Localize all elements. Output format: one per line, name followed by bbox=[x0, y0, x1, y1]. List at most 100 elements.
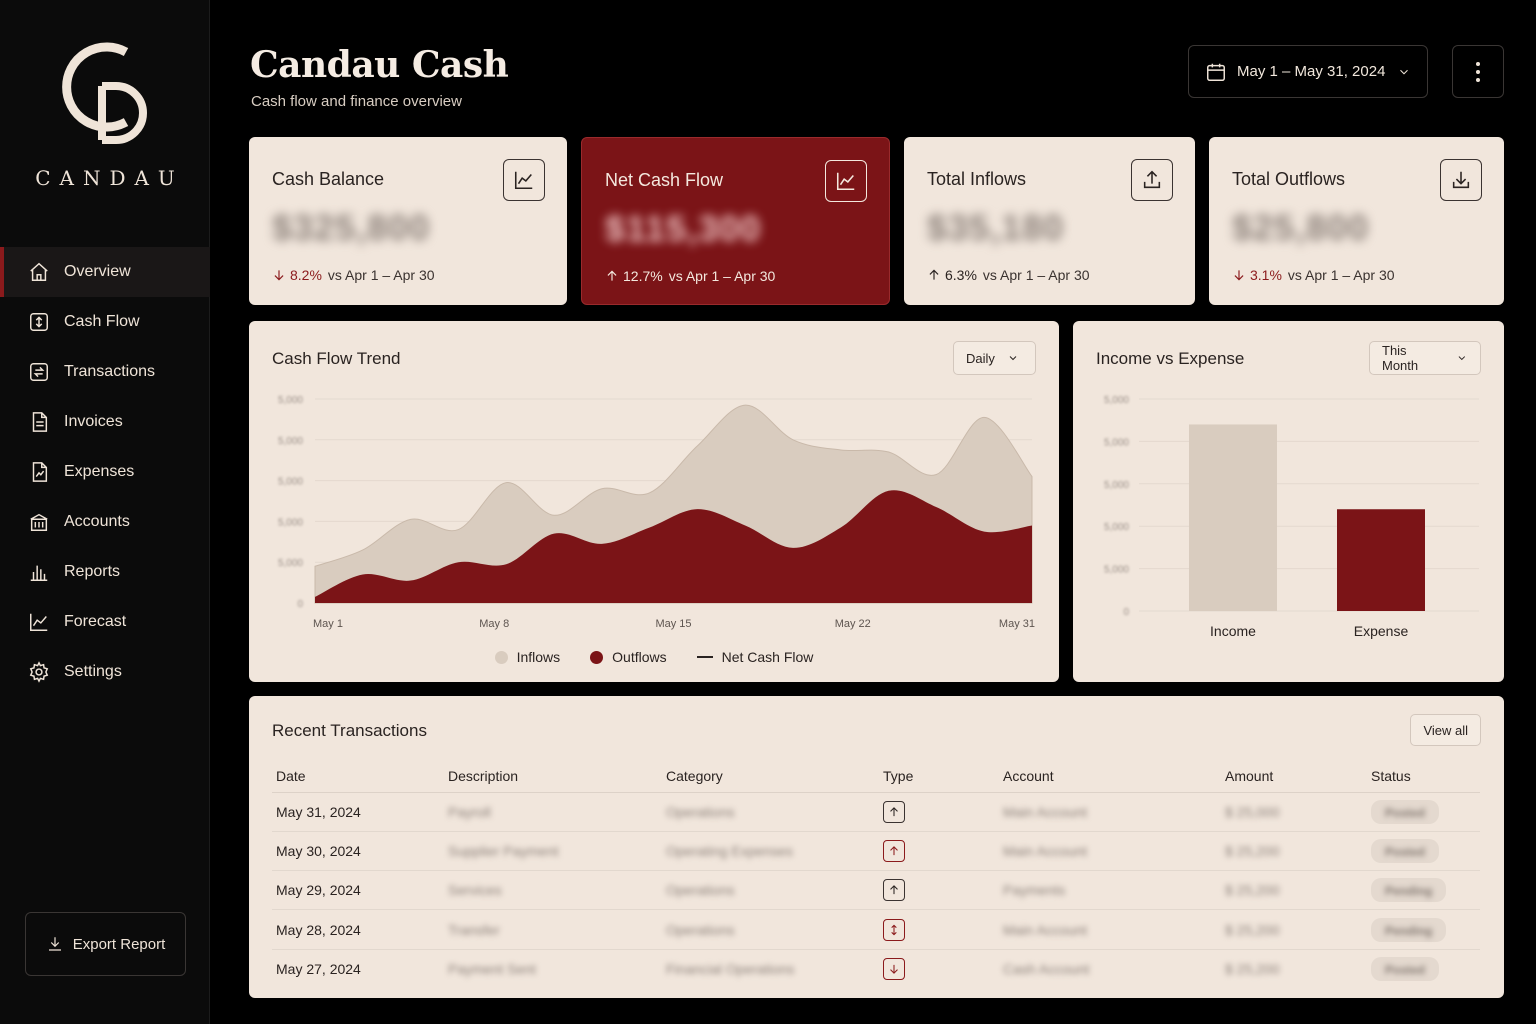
page-title: Candau Cash bbox=[250, 44, 509, 86]
status-badge: Pending bbox=[1371, 917, 1447, 942]
more-options-button[interactable] bbox=[1452, 45, 1504, 98]
table-row[interactable]: May 27, 2024 Payment Sent Financial Oper… bbox=[272, 949, 1480, 988]
table-row[interactable]: May 30, 2024 Supplier Payment Operating … bbox=[272, 831, 1480, 872]
column-header-date[interactable]: Date bbox=[272, 760, 444, 793]
kpi-icon-button[interactable] bbox=[1440, 159, 1482, 201]
cell-account: Main Account bbox=[999, 909, 1221, 950]
column-header-type[interactable]: Type bbox=[879, 760, 999, 793]
y-tick-label: 5,000 bbox=[278, 436, 303, 447]
calendar-icon bbox=[1207, 63, 1225, 81]
legend-item-net-cash-flow[interactable]: Net Cash Flow bbox=[696, 649, 814, 665]
kpi-change: 3.1% vs Apr 1 – Apr 30 bbox=[1232, 267, 1395, 283]
income-expense-period-select[interactable]: This Month bbox=[1369, 341, 1481, 375]
kpi-change-percent: 3.1% bbox=[1250, 267, 1282, 283]
cell-amount: $ 25,200 bbox=[1221, 831, 1367, 872]
brand-logo: CANDAU bbox=[0, 38, 210, 190]
sidebar-item-label: Forecast bbox=[64, 613, 127, 630]
sidebar-item-settings[interactable]: Settings bbox=[0, 647, 210, 697]
sidebar-item-accounts[interactable]: Accounts bbox=[0, 497, 210, 547]
kpi-icon-button[interactable] bbox=[503, 159, 545, 201]
kpi-change-percent: 8.2% bbox=[290, 267, 322, 283]
kpi-icon-button[interactable] bbox=[825, 160, 867, 202]
status-text: Posted bbox=[1385, 963, 1426, 978]
cell-status: Pending bbox=[1367, 909, 1480, 950]
sidebar-item-label: Overview bbox=[64, 263, 131, 280]
sidebar-item-transactions[interactable]: Transactions bbox=[0, 347, 210, 397]
kpi-value: $115,300 bbox=[605, 208, 762, 249]
panel-title: Recent Transactions bbox=[272, 721, 427, 740]
legend-swatch bbox=[590, 650, 604, 664]
table-row[interactable]: May 31, 2024 Payroll Operations Main Acc… bbox=[272, 792, 1480, 832]
status-text: Posted bbox=[1385, 844, 1426, 859]
sidebar-item-invoices[interactable]: Invoices bbox=[0, 397, 210, 447]
legend-item-inflows[interactable]: Inflows bbox=[494, 649, 561, 665]
column-header-amount[interactable]: Amount bbox=[1221, 760, 1367, 793]
line-chart-icon bbox=[836, 172, 855, 191]
cell-category: Operations bbox=[662, 870, 879, 911]
sidebar-item-reports[interactable]: Reports bbox=[0, 547, 210, 597]
date-range-picker[interactable]: May 1 – May 31, 2024 bbox=[1188, 45, 1428, 98]
kpi-icon-button[interactable] bbox=[1131, 159, 1173, 201]
status-badge: Posted bbox=[1371, 838, 1440, 863]
chevron-down-icon bbox=[1009, 356, 1017, 361]
recent-transactions-panel: Recent Transactions View all Date Descri… bbox=[249, 696, 1504, 998]
x-tick-label: May 1 bbox=[313, 618, 343, 630]
kpi-label: Total Inflows bbox=[927, 169, 1027, 189]
sidebar-item-label: Cash Flow bbox=[64, 313, 140, 330]
kpi-card-net-cash-flow: Net Cash Flow $115,300 12.7% vs Apr 1 – … bbox=[581, 137, 890, 305]
export-report-button[interactable]: Export Report bbox=[25, 912, 186, 976]
arrow-down-icon bbox=[883, 958, 905, 981]
cell-amount: $ 25,200 bbox=[1221, 870, 1367, 911]
sidebar-item-overview[interactable]: Overview bbox=[0, 247, 210, 297]
legend-label: Inflows bbox=[516, 649, 561, 665]
invoice-icon bbox=[32, 412, 48, 432]
cell-account: Main Account bbox=[999, 831, 1221, 872]
sidebar-item-forecast[interactable]: Forecast bbox=[0, 597, 210, 647]
kpi-compare-period: vs Apr 1 – Apr 30 bbox=[1287, 267, 1395, 283]
sidebar-item-label: Accounts bbox=[64, 513, 130, 530]
legend-label: Net Cash Flow bbox=[721, 649, 814, 665]
x-tick-label: Income bbox=[1210, 623, 1256, 639]
sidebar-item-cash-flow[interactable]: Cash Flow bbox=[0, 297, 210, 347]
income-vs-expense-chart: 0 5,000 5,000 5,000 5,000 5,000 Income Expense bbox=[1104, 395, 1479, 639]
brand-wordmark: CANDAU bbox=[35, 166, 184, 190]
chevron-down-icon bbox=[1400, 69, 1409, 74]
chevron-down-icon bbox=[1458, 356, 1466, 361]
column-header-description[interactable]: Description bbox=[444, 760, 662, 793]
legend-label: Outflows bbox=[612, 649, 667, 665]
column-header-category[interactable]: Category bbox=[662, 760, 879, 793]
y-tick-label: 5,000 bbox=[1104, 395, 1129, 406]
y-tick-label: 5,000 bbox=[1104, 437, 1129, 448]
y-tick-label: 5,000 bbox=[278, 477, 303, 488]
arrow-up-icon bbox=[929, 269, 939, 280]
kpi-label: Cash Balance bbox=[272, 169, 385, 189]
column-header-status[interactable]: Status bbox=[1367, 760, 1480, 793]
kpi-card-total-inflows: Total Inflows $35,180 6.3% vs Apr 1 – Ap… bbox=[904, 137, 1195, 305]
status-text: Pending bbox=[1385, 923, 1433, 938]
cell-category: Financial Operations bbox=[666, 961, 795, 978]
page-subtitle: Cash flow and finance overview bbox=[251, 93, 462, 110]
cell-description: Payroll bbox=[444, 792, 662, 832]
trend-period-select[interactable]: Daily bbox=[953, 341, 1036, 375]
expense-icon bbox=[32, 462, 48, 482]
view-all-button[interactable]: View all bbox=[1410, 714, 1481, 746]
column-header-account[interactable]: Account bbox=[999, 760, 1221, 793]
legend-item-outflows[interactable]: Outflows bbox=[590, 649, 667, 665]
bank-icon bbox=[30, 513, 48, 531]
arrow-up-icon bbox=[883, 839, 905, 862]
table-row[interactable]: May 29, 2024 Services Operations Payment… bbox=[272, 870, 1480, 911]
cell-description: Services bbox=[444, 870, 662, 911]
cell-description: Supplier Payment bbox=[444, 831, 662, 872]
sidebar-item-expenses[interactable]: Expenses bbox=[0, 447, 210, 497]
line-chart-icon bbox=[514, 171, 533, 190]
bar-expense bbox=[1337, 509, 1425, 611]
cash-flow-icon bbox=[30, 313, 48, 331]
income-vs-expense-panel: Income vs Expense This Month 0 5,000 5,000… bbox=[1073, 321, 1504, 682]
table-row[interactable]: May 28, 2024 Transfer Operations Main Ac… bbox=[272, 909, 1480, 950]
kpi-card-total-outflows: Total Outflows $25,800 3.1% vs Apr 1 – A… bbox=[1209, 137, 1504, 305]
arrow-up-icon bbox=[883, 879, 905, 902]
upload-icon bbox=[1143, 170, 1161, 189]
y-tick-label: 5,000 bbox=[278, 517, 303, 528]
sidebar-item-label: Transactions bbox=[64, 363, 155, 380]
legend-swatch bbox=[494, 650, 508, 664]
